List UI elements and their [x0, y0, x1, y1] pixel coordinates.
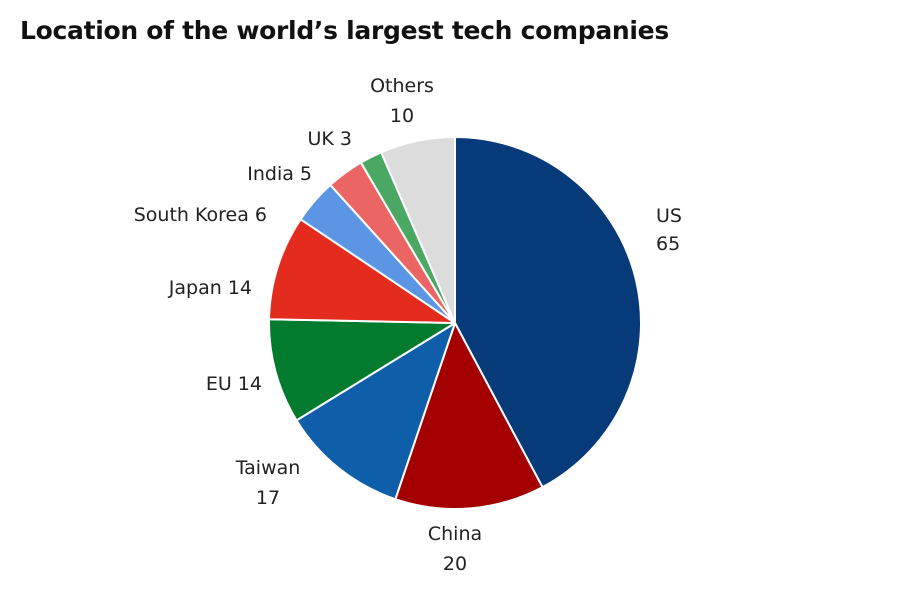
label-line: UK 3: [308, 128, 353, 150]
label-india: India 5: [247, 163, 312, 185]
label-line: 65: [656, 233, 680, 255]
label-line: Japan 14: [168, 277, 252, 299]
label-line: Taiwan: [235, 457, 301, 479]
label-japan: Japan 14: [168, 277, 252, 299]
slice-us: [454, 136, 642, 489]
label-line: 20: [443, 553, 467, 575]
label-others: Others 10: [370, 75, 434, 127]
label-eu: EU 14: [206, 373, 262, 395]
label-us: US 65: [656, 205, 682, 255]
label-line: South Korea 6: [134, 204, 267, 226]
label-south-korea: South Korea 6: [134, 204, 267, 226]
label-line: India 5: [247, 163, 312, 185]
slice-others: [380, 136, 456, 324]
label-china: China 20: [428, 523, 482, 575]
slice-eu: [268, 318, 456, 422]
slice-japan: [268, 218, 456, 324]
label-taiwan: Taiwan 17: [235, 457, 301, 509]
label-line: 17: [256, 487, 280, 509]
label-line: Others: [370, 75, 434, 97]
slice-taiwan: [295, 322, 456, 501]
slice-china: [394, 322, 544, 510]
label-line: EU 14: [206, 373, 262, 395]
slices-layer: [268, 136, 642, 510]
labels-layer: US 65 China 20 Taiwan 17 EU 14 Japan 14 South Ko…: [134, 75, 682, 575]
label-line: China: [428, 523, 482, 545]
label-line: 10: [390, 105, 414, 127]
label-uk: UK 3: [308, 128, 353, 150]
chart-title: Location of the world’s largest tech com…: [20, 16, 669, 45]
label-line: US: [656, 205, 682, 227]
